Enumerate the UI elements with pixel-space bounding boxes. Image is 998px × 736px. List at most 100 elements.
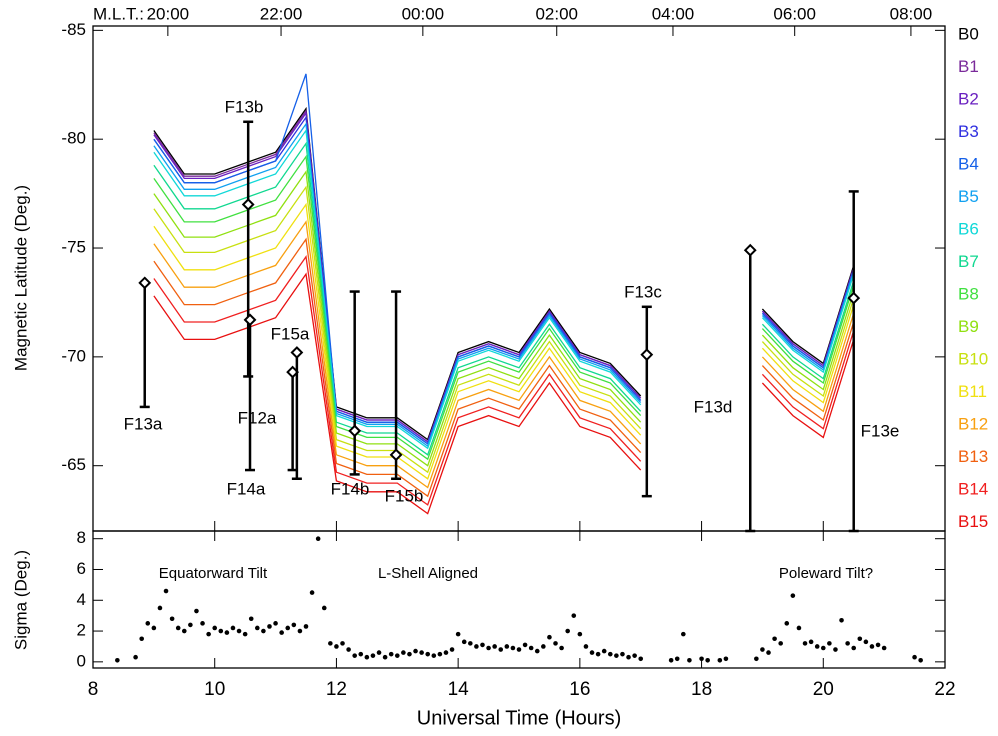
- annotation: Poleward Tilt?: [779, 565, 873, 582]
- sigma-point: [236, 628, 242, 634]
- sigma-point: [309, 590, 315, 595]
- annotation: L-Shell Aligned: [378, 565, 478, 582]
- sigma-point: [267, 624, 272, 629]
- sigma-point: [802, 641, 808, 646]
- y-tick-label: 2: [77, 621, 86, 640]
- sigma-point: [303, 624, 309, 629]
- legend-entry: B0: [958, 24, 979, 43]
- sigma-point: [157, 605, 163, 611]
- sigma-point: [340, 641, 345, 646]
- sigma-point: [857, 636, 863, 642]
- sigma-point: [687, 658, 692, 663]
- sigma-point: [918, 658, 923, 663]
- sigma-point: [589, 650, 595, 655]
- sigma-point: [516, 647, 522, 652]
- sigma-point: [388, 651, 394, 657]
- sigma-point: [863, 639, 869, 645]
- x2-tick-label: 00:00: [402, 4, 445, 23]
- y-tick-label: -65: [61, 455, 86, 474]
- sigma-point: [425, 651, 431, 657]
- x2-tick-label: 04:00: [652, 4, 695, 23]
- legend-entry: B2: [958, 89, 979, 108]
- x-tick-label: 18: [691, 679, 712, 700]
- sigma-point: [559, 645, 564, 651]
- sigma-point: [181, 628, 187, 634]
- band-line: [153, 220, 855, 489]
- band-line: [153, 272, 855, 515]
- y-tick-label: -80: [61, 129, 86, 148]
- x-tick-label: 14: [448, 679, 470, 700]
- sigma-point: [437, 651, 443, 657]
- sigma-point: [188, 622, 193, 628]
- sigma-point: [820, 645, 826, 651]
- legend-entry: B3: [958, 122, 979, 141]
- legend-entry: B7: [958, 252, 979, 271]
- bottom-panel-frame: [92, 530, 946, 669]
- sigma-point: [261, 628, 266, 634]
- legend-entry: B5: [958, 187, 979, 206]
- legend-entry: B13: [958, 447, 988, 466]
- sigma-point: [845, 641, 850, 646]
- legend-entry: B11: [958, 382, 987, 401]
- sigma-point: [468, 641, 473, 646]
- band-line: [153, 73, 855, 445]
- sigma-point: [778, 641, 783, 646]
- band-line: [153, 122, 855, 448]
- sigma-point: [175, 625, 181, 631]
- sigma-point: [705, 658, 710, 663]
- y-tick-label: 6: [77, 559, 86, 578]
- y-axis-label: Sigma (Deg.): [11, 550, 30, 650]
- sigma-point: [394, 653, 400, 658]
- sigma-point: [315, 536, 321, 541]
- sigma-point: [601, 648, 607, 654]
- sigma-point: [754, 656, 759, 662]
- sigma-point: [784, 621, 790, 626]
- x-axis-label: Universal Time (Hours): [417, 707, 621, 729]
- sigma-point: [668, 658, 674, 663]
- sigma-point: [638, 656, 644, 662]
- band-line: [153, 185, 855, 474]
- sigma-point: [163, 588, 169, 594]
- legend-entry: B8: [958, 284, 979, 303]
- band-line: [153, 254, 855, 506]
- sigma-point: [328, 641, 333, 646]
- marker-label: F14a: [227, 479, 266, 498]
- marker-diamond: [847, 291, 861, 305]
- sigma-point: [486, 645, 491, 651]
- sigma-point: [881, 645, 887, 651]
- mlt-label: M.L.T.:: [93, 4, 144, 23]
- sigma-point: [169, 616, 175, 622]
- sigma-point: [133, 654, 138, 660]
- sigma-point: [614, 653, 619, 658]
- sigma-point: [498, 647, 504, 652]
- sigma-point: [480, 642, 485, 648]
- x2-tick-label: 20:00: [147, 4, 190, 23]
- sigma-point: [194, 608, 199, 614]
- x2-tick-label: 02:00: [535, 4, 578, 23]
- sigma-point: [827, 641, 832, 646]
- sigma-point: [808, 639, 814, 645]
- sigma-point: [607, 651, 613, 657]
- marker-diamond: [290, 346, 304, 359]
- sigma-point: [565, 628, 570, 634]
- sigma-point: [115, 658, 120, 663]
- sigma-point: [577, 631, 583, 637]
- legend-entry: B6: [958, 219, 979, 238]
- y-tick-label: 0: [77, 651, 86, 670]
- sigma-point: [321, 605, 327, 611]
- sigma-point: [632, 653, 637, 658]
- x-tick-label: 20: [813, 679, 834, 700]
- marker-label: F13a: [124, 414, 163, 433]
- sigma-point: [553, 641, 558, 646]
- sigma-point: [595, 651, 601, 657]
- sigma-point: [833, 647, 838, 652]
- sigma-point: [145, 621, 151, 626]
- marker-label: F13e: [861, 421, 900, 440]
- marker-label: F13c: [624, 282, 662, 301]
- sigma-point: [364, 654, 370, 660]
- sigma-point: [139, 636, 144, 642]
- legend-entry: B14: [958, 479, 988, 498]
- legend-entry: B4: [958, 154, 979, 173]
- sigma-point: [912, 654, 917, 660]
- sigma-point: [291, 622, 297, 628]
